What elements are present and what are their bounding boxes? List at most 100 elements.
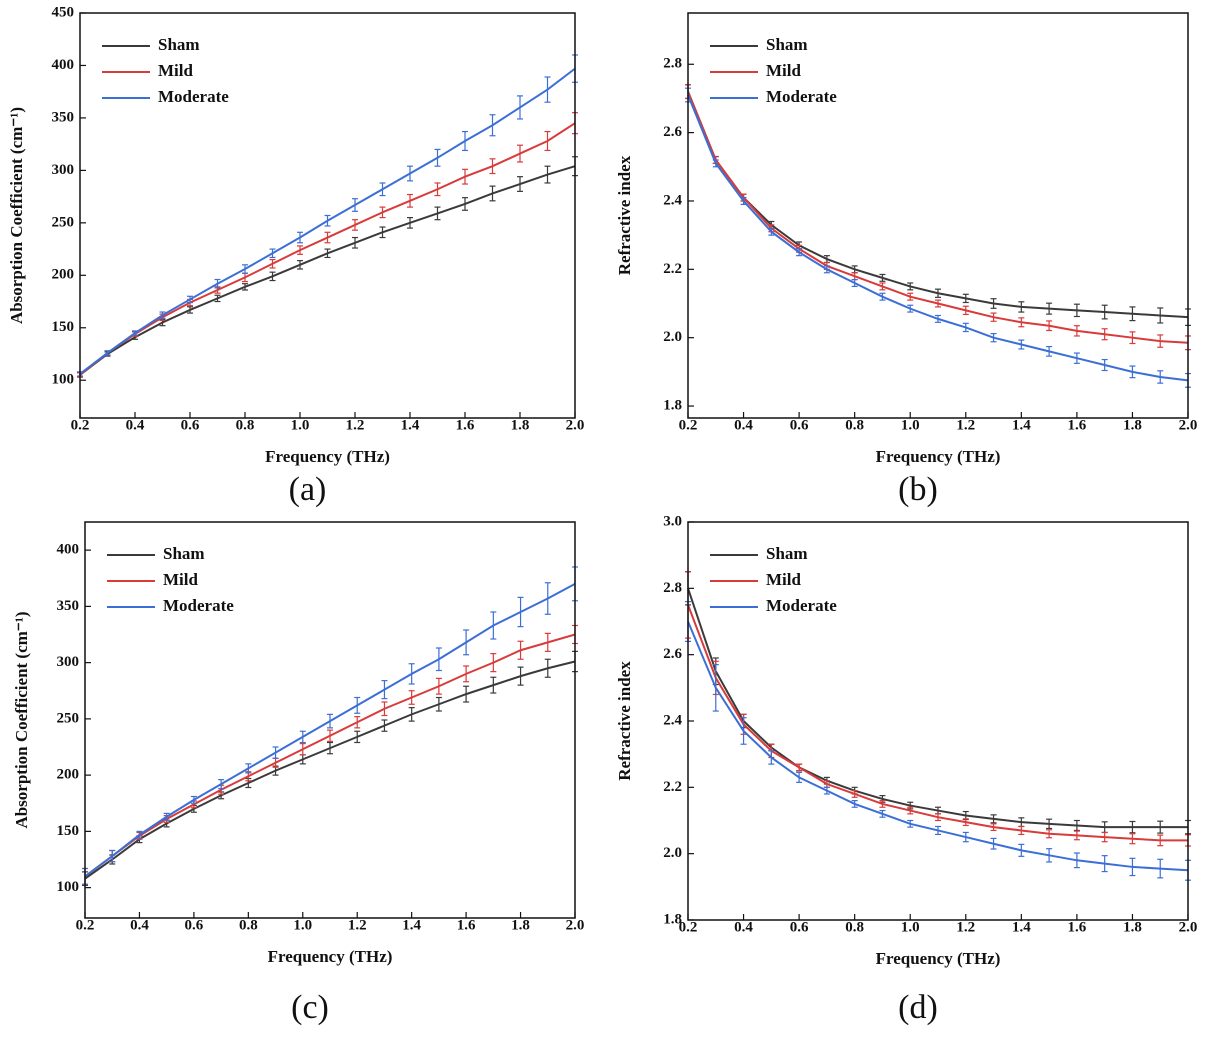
error-bar — [1018, 825, 1025, 836]
legend-label: Mild — [163, 570, 198, 589]
error-bar — [1018, 843, 1025, 857]
legend-label: Mild — [766, 61, 801, 80]
error-bar — [907, 282, 914, 291]
y-tick-label: 300 — [52, 162, 75, 178]
x-tick-label: 1.4 — [1012, 919, 1031, 935]
legend-label: Sham — [766, 35, 808, 54]
error-bar — [407, 193, 413, 208]
error-bar — [324, 214, 331, 227]
error-bar — [352, 236, 358, 249]
series-line — [79, 165, 576, 376]
error-bar — [740, 717, 747, 745]
x-tick-label: 0.2 — [71, 417, 90, 433]
y-tick-label: 350 — [57, 598, 80, 614]
error-bar — [1073, 352, 1080, 364]
error-bar — [1129, 365, 1136, 379]
error-bar — [1018, 317, 1025, 328]
error-bar — [935, 299, 941, 308]
y-tick-label: 2.8 — [663, 580, 682, 596]
error-bar — [435, 647, 442, 672]
error-bar — [490, 653, 497, 673]
error-bar — [823, 265, 830, 274]
plot-frame — [687, 521, 1189, 921]
error-bar — [907, 304, 914, 313]
error-bar — [962, 293, 969, 304]
y-tick-label: 150 — [52, 319, 75, 335]
error-bar — [434, 206, 441, 221]
error-bar — [408, 707, 415, 722]
plot-frame — [687, 12, 1189, 419]
y-tick-label: 100 — [57, 879, 80, 895]
x-tick-label: 0.6 — [790, 417, 809, 433]
y-tick-label: 300 — [57, 654, 80, 670]
error-bar — [462, 130, 468, 152]
error-bar — [242, 283, 248, 291]
legend-label: Moderate — [766, 87, 837, 106]
y-axis-title: Absorption Coefficient (cm⁻¹) — [7, 107, 26, 324]
error-bar — [379, 206, 386, 219]
x-tick-label: 1.0 — [293, 917, 312, 933]
error-bar — [712, 159, 719, 168]
error-bar — [324, 231, 331, 244]
x-tick-label: 0.8 — [236, 417, 255, 433]
error-bar — [517, 144, 523, 163]
error-bar — [159, 311, 166, 319]
panel-caption: (c) — [291, 989, 329, 1026]
error-bar — [1046, 818, 1053, 830]
y-tick-label: 1.8 — [663, 911, 682, 927]
error-bar — [187, 306, 193, 314]
error-bar — [517, 640, 524, 660]
error-bar — [935, 314, 941, 323]
legend-label: Mild — [766, 570, 801, 589]
error-bar — [544, 76, 551, 103]
error-bar — [1046, 829, 1053, 839]
error-bar — [879, 799, 886, 808]
error-bar — [407, 165, 413, 182]
error-bar — [879, 282, 886, 291]
error-bar — [851, 790, 858, 798]
error-bar — [163, 812, 170, 821]
error-bar — [214, 294, 221, 303]
y-tick-label: 1.8 — [663, 397, 682, 413]
x-tick-label: 1.4 — [401, 417, 420, 433]
error-bar — [740, 196, 747, 205]
legend-label: Moderate — [158, 87, 229, 106]
x-tick-label: 0.2 — [679, 417, 698, 433]
x-tick-label: 0.6 — [790, 919, 809, 935]
error-bar — [269, 248, 276, 259]
error-bar — [1157, 370, 1164, 384]
y-axis-title: Absorption Coefficient (cm⁻¹) — [12, 611, 31, 828]
y-tick-label: 450 — [52, 4, 75, 20]
error-bar — [190, 795, 197, 804]
error-bar — [269, 271, 276, 282]
x-tick-label: 1.8 — [1123, 919, 1142, 935]
error-bar — [1101, 358, 1108, 372]
error-bar — [489, 114, 496, 137]
error-bar — [823, 786, 830, 795]
x-tick-label: 1.6 — [456, 417, 475, 433]
error-bar — [935, 825, 941, 836]
error-bar — [269, 258, 276, 269]
series-line — [687, 91, 1189, 319]
error-bar — [463, 629, 470, 656]
series-line — [687, 94, 1189, 382]
x-tick-label: 0.2 — [679, 919, 698, 935]
error-bar — [299, 730, 306, 744]
legend-label: Moderate — [766, 596, 837, 615]
legend-label: Sham — [158, 35, 200, 54]
series-line — [687, 604, 1188, 842]
error-bar — [1046, 345, 1053, 357]
error-bar — [712, 664, 719, 712]
error-bar — [218, 779, 225, 790]
error-bar — [517, 176, 523, 192]
error-bar — [1046, 320, 1053, 332]
error-bar — [327, 729, 333, 742]
error-bar — [104, 350, 111, 356]
error-bar — [435, 696, 442, 712]
x-tick-label: 1.2 — [956, 919, 975, 935]
panel-caption: (a) — [289, 471, 327, 508]
y-tick-label: 100 — [52, 372, 75, 388]
error-bar — [1018, 301, 1025, 313]
error-bar — [1101, 328, 1108, 341]
x-axis-title: Frequency (THz) — [876, 447, 1001, 466]
